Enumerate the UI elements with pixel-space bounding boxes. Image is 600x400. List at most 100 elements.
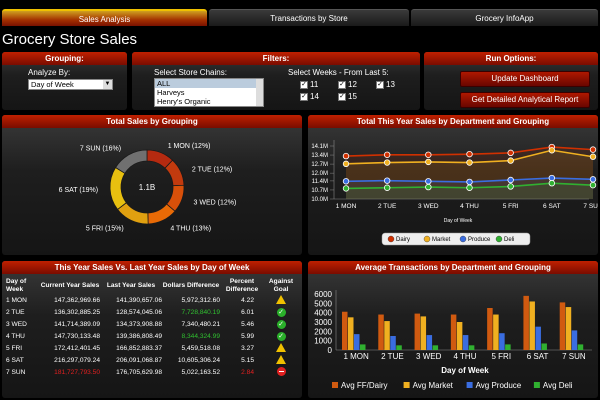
table-cell-pct: 3.27: [241, 344, 254, 352]
line-point: [342, 160, 350, 168]
week-14-checkbox[interactable]: ✓: [300, 93, 308, 101]
bar: [493, 314, 499, 350]
line-point: [342, 185, 350, 192]
table-cell-day: 2 TUE: [6, 308, 25, 316]
bar-legend-swatch: [332, 382, 338, 388]
chain-option[interactable]: Harveys: [157, 88, 185, 97]
chevron-down-icon[interactable]: ▼: [103, 80, 112, 89]
line-xtick-label: 2 TUE: [378, 203, 397, 210]
line-point: [425, 178, 432, 185]
line-ytick-label: 10.0M: [311, 197, 328, 203]
table-cell-diff: 10,605,306.24: [177, 356, 220, 364]
line-legend-box: [381, 232, 531, 246]
bar: [505, 344, 511, 350]
week-13-checkbox[interactable]: ✓: [376, 81, 384, 89]
tab-sales-analysis[interactable]: Sales Analysis: [2, 9, 207, 26]
table-cell-day: 7 SUN: [6, 368, 26, 376]
line-point: [425, 151, 432, 158]
analyze-by-dropdown[interactable]: Day of Week ▼: [28, 79, 113, 90]
col-day: Day of Week: [6, 278, 27, 293]
line-series-area: [346, 183, 593, 199]
bar: [396, 345, 402, 350]
line-point: [548, 174, 556, 182]
update-dashboard-button[interactable]: Update Dashboard: [460, 71, 590, 87]
line-point: [383, 177, 391, 184]
week-11-label: 11: [310, 80, 319, 89]
bar: [523, 295, 529, 350]
col-diff: Dollars Difference: [162, 282, 220, 289]
bar-ytick-label: 2000: [314, 327, 332, 336]
tab-grocery-infoapp[interactable]: Grocery InfoApp: [411, 9, 598, 26]
chains-scrollbar[interactable]: [256, 79, 263, 106]
week-15-checkbox[interactable]: ✓: [338, 93, 346, 101]
line-point: [507, 183, 514, 190]
line-point: [425, 158, 432, 166]
bar-ytick-label: 0: [328, 346, 333, 355]
table-cell-day: 6 SAT: [6, 356, 24, 364]
donut-panel: Total Sales by Grouping 1 MON (12%) 2 TUE…: [2, 115, 302, 255]
bar: [390, 336, 396, 350]
bar-legend-swatch: [403, 382, 410, 388]
bar-panel: Average Transactions by Department and G…: [308, 261, 598, 398]
table-cell-day: 4 THU: [6, 332, 25, 340]
sales-table: Day of Week Current Year Sales Last Year…: [6, 278, 298, 378]
bar-ytick-label: 1000: [314, 337, 332, 346]
chain-option[interactable]: ALL: [155, 79, 263, 88]
line-point: [507, 149, 514, 157]
line-xlabel: Day of Week: [444, 218, 473, 224]
week-12-label: 12: [348, 80, 357, 89]
chain-option[interactable]: Henry's Organic: [157, 97, 211, 106]
line-legend-swatch: [387, 235, 395, 243]
bar: [468, 345, 475, 350]
table-cell-diff: 5,972,312.60: [181, 296, 220, 304]
col-pct: Percent Difference: [225, 278, 259, 293]
detailed-report-button[interactable]: Get Detailed Analytical Report: [460, 92, 590, 108]
donut-slice-label: 7 SUN (16%): [80, 146, 121, 153]
filters-panel: Filters: Select Store Chains: ALL Harvey…: [132, 52, 420, 110]
donut-chart: 1 MON (12%) 2 TUE (12%) 3 WED (12%) 4 THU (…: [59, 143, 237, 232]
table-cell-diff: 5,459,518.08: [181, 344, 220, 352]
table-cell-pct: 5.46: [241, 320, 254, 328]
line-legend-swatch: [495, 235, 503, 243]
table-row: 1 MON 147,362,969.66 141,390,657.06 5,972,3…: [6, 294, 298, 306]
line-point: [466, 150, 473, 158]
week-12-checkbox[interactable]: ✓: [338, 81, 346, 89]
bar-legend-label: Avg Produce: [476, 381, 522, 390]
grouping-panel: Grouping: Analyze By: Day of Week ▼: [2, 52, 127, 110]
bar-legend-swatch: [533, 382, 540, 388]
chains-listbox[interactable]: ALL Harveys Henry's Organic: [154, 78, 264, 107]
bar: [571, 330, 578, 350]
table-cell-cur: 181,727,793.50: [54, 368, 100, 376]
table-cell-last: 166,852,883.37: [116, 344, 162, 352]
line-ytick-label: 12.0M: [311, 171, 328, 177]
bar-xtick-label: 4 THU: [454, 352, 477, 361]
line-point: [548, 180, 556, 187]
line-panel: Total This Year Sales by Department and …: [308, 115, 598, 255]
line-chart: Day of Week 14.1M 13.4M 12.7M 12.0M 11.4M 10.…: [311, 140, 598, 246]
table-cell-cur: 147,362,969.66: [54, 296, 100, 304]
bar-legend-label: Avg Deli: [543, 381, 573, 390]
table-cell-last: 206,091,068.87: [116, 356, 162, 364]
bar-xtick-label: 3 WED: [416, 352, 442, 361]
bar: [432, 345, 439, 350]
bar: [535, 326, 541, 350]
table-row: 4 THU 147,730,133.48 139,386,808.49 8,344,3…: [6, 330, 298, 342]
donut-title: Total Sales by Grouping: [2, 115, 302, 128]
line-point: [425, 183, 432, 191]
tab-transactions-by-store[interactable]: Transactions by Store: [209, 9, 409, 26]
line-title: Total This Year Sales by Department and …: [308, 115, 598, 128]
tab-bar: Sales Analysis Transactions by Store Gro…: [0, 0, 600, 28]
bar-ytick-label: 3000: [314, 318, 332, 327]
line-xtick-label: 6 SAT: [543, 203, 561, 210]
donut-slice: [109, 166, 127, 210]
bar: [342, 311, 348, 350]
table-row: 5 FRI 172,412,401.45 166,852,883.37 5,459,5…: [6, 342, 298, 354]
run-options-panel: Run Options: Update Dashboard Get Detail…: [424, 52, 598, 110]
line-point: [342, 152, 350, 160]
table-cell-last: 141,390,657.06: [116, 296, 162, 304]
run-options-header: Run Options:: [424, 52, 598, 65]
week-11-checkbox[interactable]: ✓: [300, 81, 308, 89]
table-cell-cur: 216,297,079.24: [54, 356, 100, 364]
line-legend-swatch: [423, 235, 431, 243]
line-xtick-label: 1 MON: [336, 203, 357, 210]
